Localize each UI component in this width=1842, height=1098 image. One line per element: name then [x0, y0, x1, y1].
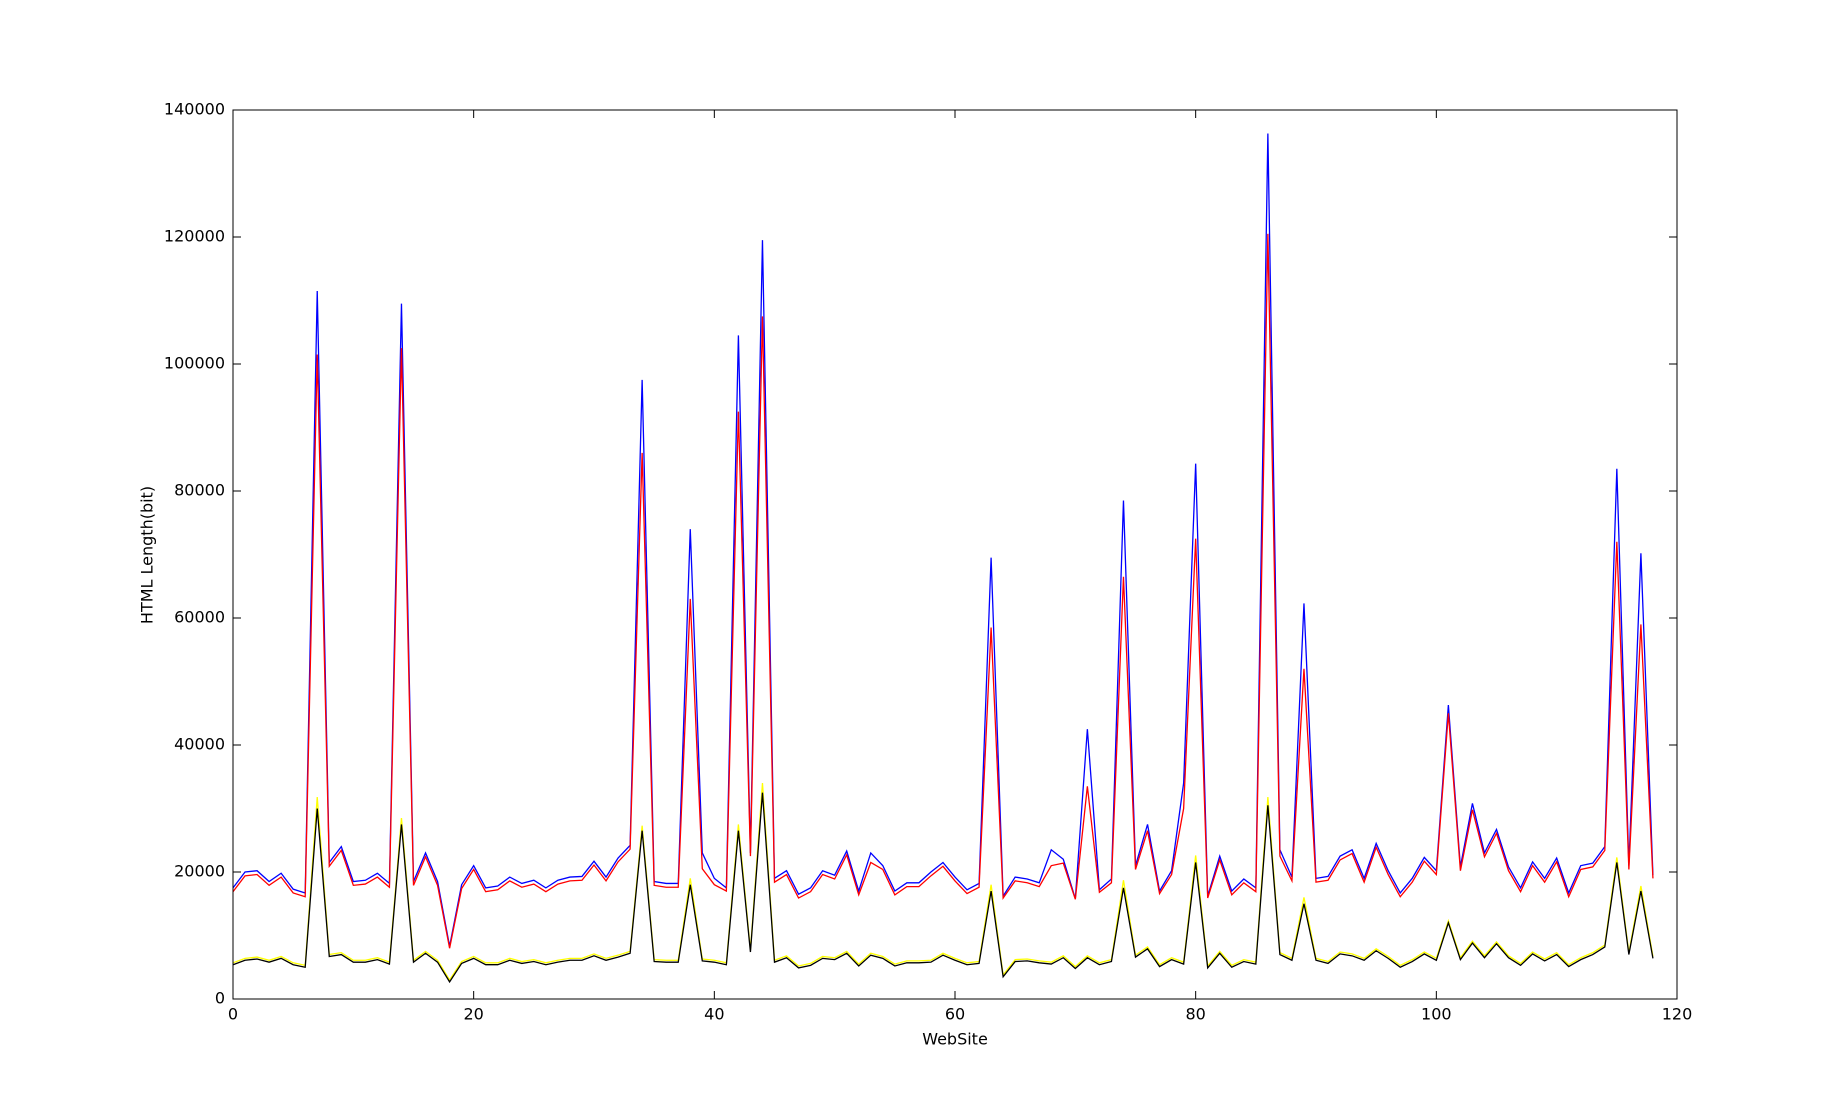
y-tick-label: 140000: [164, 100, 225, 119]
y-tick-label: 100000: [164, 354, 225, 373]
y-tick-label: 60000: [174, 608, 225, 627]
y-axis-label: HTML Length(bit): [138, 486, 157, 624]
y-tick-label: 0: [215, 989, 225, 1008]
data-line: [232, 233, 1654, 949]
y-tick-label: 20000: [174, 862, 225, 881]
x-tick-label: 120: [1662, 1005, 1693, 1024]
x-tick-label: 0: [228, 1005, 238, 1024]
x-axis-label: WebSite: [922, 1030, 988, 1049]
data-line: [232, 792, 1654, 984]
y-tick-label: 80000: [174, 481, 225, 500]
x-tick-label: 100: [1421, 1005, 1452, 1024]
data-line: [232, 783, 1654, 982]
x-tick-label: 80: [1185, 1005, 1205, 1024]
y-tick-label: 40000: [174, 735, 225, 754]
y-tick-label: 120000: [164, 227, 225, 246]
data-line: [232, 133, 1654, 947]
x-tick-label: 20: [463, 1005, 483, 1024]
plot-frame: [232, 109, 1678, 1000]
x-tick-label: 60: [945, 1005, 965, 1024]
x-tick-label: 40: [704, 1005, 724, 1024]
